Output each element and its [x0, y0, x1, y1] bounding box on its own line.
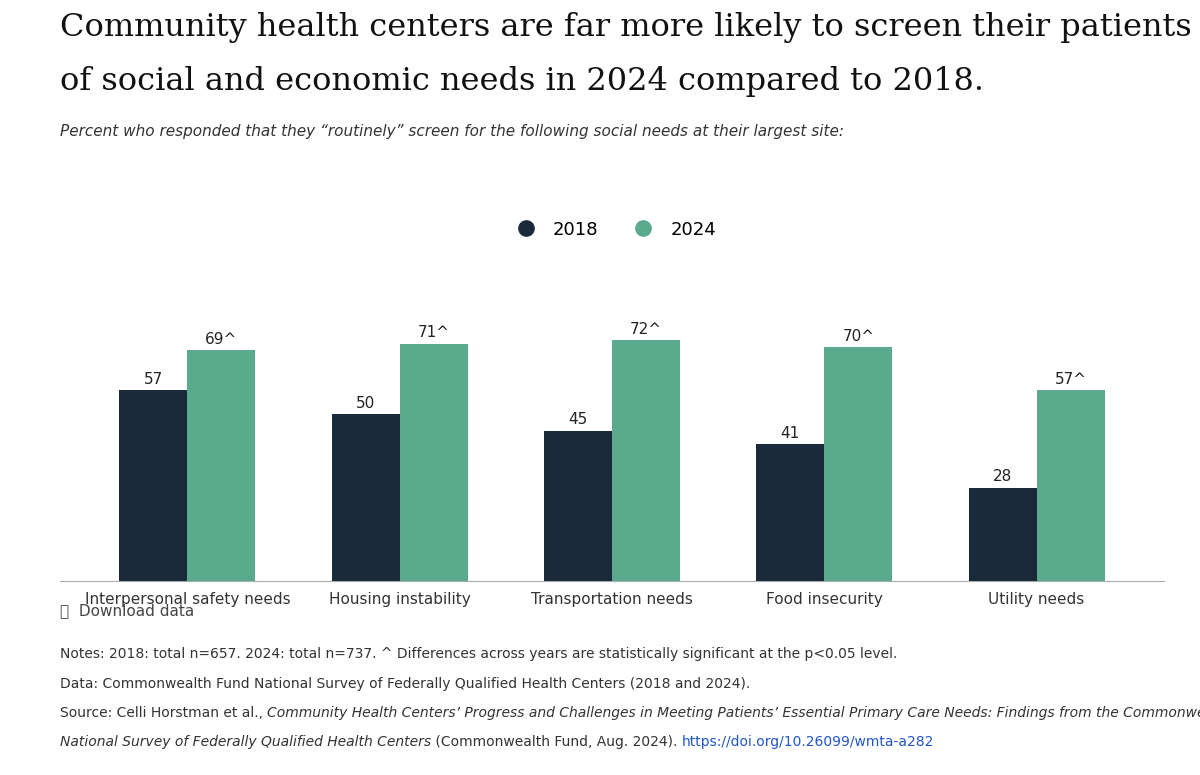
Text: 41: 41: [781, 425, 800, 441]
Bar: [187, 350, 256, 581]
Text: Community health centers are far more likely to screen their patients for a rang: Community health centers are far more li…: [60, 12, 1200, 43]
Bar: [612, 340, 680, 581]
Text: (Commonwealth Fund, Aug. 2024).: (Commonwealth Fund, Aug. 2024).: [431, 735, 682, 749]
Text: 57^: 57^: [1055, 372, 1086, 388]
Bar: [400, 343, 468, 581]
Bar: [968, 487, 1037, 581]
Text: 72^: 72^: [630, 322, 662, 337]
Bar: [824, 347, 893, 581]
Text: ⤓  Download data: ⤓ Download data: [60, 603, 194, 618]
Text: of social and economic needs in 2024 compared to 2018.: of social and economic needs in 2024 com…: [60, 66, 984, 97]
Bar: [756, 444, 824, 581]
Text: 71^: 71^: [418, 326, 450, 340]
Text: Data: Commonwealth Fund National Survey of Federally Qualified Health Centers (2: Data: Commonwealth Fund National Survey …: [60, 677, 750, 691]
Text: 57: 57: [144, 372, 163, 388]
Text: 70^: 70^: [842, 329, 875, 343]
Text: 45: 45: [569, 412, 588, 427]
Text: Notes: 2018: total n=657. 2024: total n=737. ^ Differences across years are stat: Notes: 2018: total n=657. 2024: total n=…: [60, 647, 898, 661]
Bar: [544, 431, 612, 581]
Text: 50: 50: [356, 395, 376, 411]
Text: National Survey of Federally Qualified Health Centers: National Survey of Federally Qualified H…: [60, 735, 431, 749]
Text: 69^: 69^: [205, 332, 238, 347]
Text: Community Health Centers’ Progress and Challenges in Meeting Patients’ Essential: Community Health Centers’ Progress and C…: [268, 706, 1200, 720]
Legend: 2018, 2024: 2018, 2024: [500, 213, 724, 246]
Bar: [120, 391, 187, 581]
Text: Source: Celli Horstman et al.,: Source: Celli Horstman et al.,: [60, 706, 268, 720]
Text: Percent who responded that they “routinely” screen for the following social need: Percent who responded that they “routine…: [60, 124, 844, 139]
Bar: [331, 414, 400, 581]
Bar: [1037, 391, 1104, 581]
Text: https://doi.org/10.26099/wmta-a282: https://doi.org/10.26099/wmta-a282: [682, 735, 935, 749]
Text: 28: 28: [994, 469, 1013, 484]
